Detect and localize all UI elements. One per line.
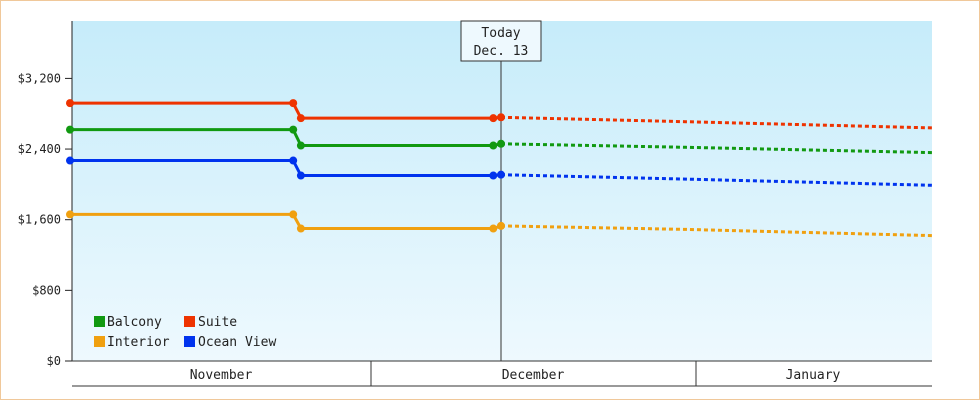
data-point-balcony — [289, 125, 298, 134]
data-point-suite — [497, 113, 505, 122]
legend-swatch-interior — [94, 336, 105, 347]
data-point-suite — [296, 114, 305, 123]
series-forecast-suite — [500, 115, 933, 130]
legend-label-suite: Suite — [198, 315, 237, 330]
today-box — [460, 20, 542, 62]
data-point-balcony — [296, 141, 305, 150]
y-tick-label: $2,400 — [18, 142, 61, 156]
data-point-balcony — [497, 139, 505, 148]
data-point-balcony — [66, 125, 74, 134]
y-axis-ticks: $0 $800 $1,600 $2,400 $3,200 — [18, 71, 72, 368]
data-point-ocean — [296, 171, 305, 180]
legend-label-interior: Interior — [107, 335, 170, 350]
legend-swatch-balcony — [94, 316, 105, 327]
data-point-suite — [289, 99, 298, 108]
month-label-january: January — [786, 368, 841, 383]
data-point-interior — [289, 210, 298, 219]
legend-label-ocean-view: Ocean View — [198, 335, 276, 350]
y-tick-label: $3,200 — [18, 71, 61, 85]
series-forecast-ocean — [500, 173, 933, 187]
data-point-suite — [66, 99, 74, 108]
legend-label-balcony: Balcony — [107, 315, 162, 330]
data-point-suite — [489, 114, 498, 123]
data-point-interior — [66, 210, 74, 219]
y-tick-label: $800 — [32, 283, 61, 297]
data-point-ocean — [66, 156, 74, 165]
plot-area — [72, 21, 932, 361]
data-point-interior — [489, 224, 498, 233]
today-date: Dec. 13 — [474, 44, 529, 59]
month-label-november: November — [190, 368, 253, 383]
legend-swatch-ocean-view — [184, 336, 195, 347]
y-tick-label: $1,600 — [18, 213, 61, 227]
today-label: Today — [481, 26, 520, 41]
data-point-ocean — [497, 170, 505, 179]
data-point-ocean — [489, 171, 498, 180]
y-tick-label: $0 — [47, 354, 61, 368]
series-forecast-balcony — [500, 142, 933, 155]
data-point-ocean — [289, 156, 298, 165]
data-point-interior — [497, 221, 505, 230]
data-point-interior — [296, 224, 305, 233]
legend: Balcony Suite Interior Ocean View — [94, 315, 276, 350]
legend-swatch-suite — [184, 316, 195, 327]
series-forecast-interior — [500, 224, 933, 238]
data-point-balcony — [489, 141, 498, 150]
month-label-december: December — [502, 368, 565, 383]
series-layer — [66, 99, 933, 238]
